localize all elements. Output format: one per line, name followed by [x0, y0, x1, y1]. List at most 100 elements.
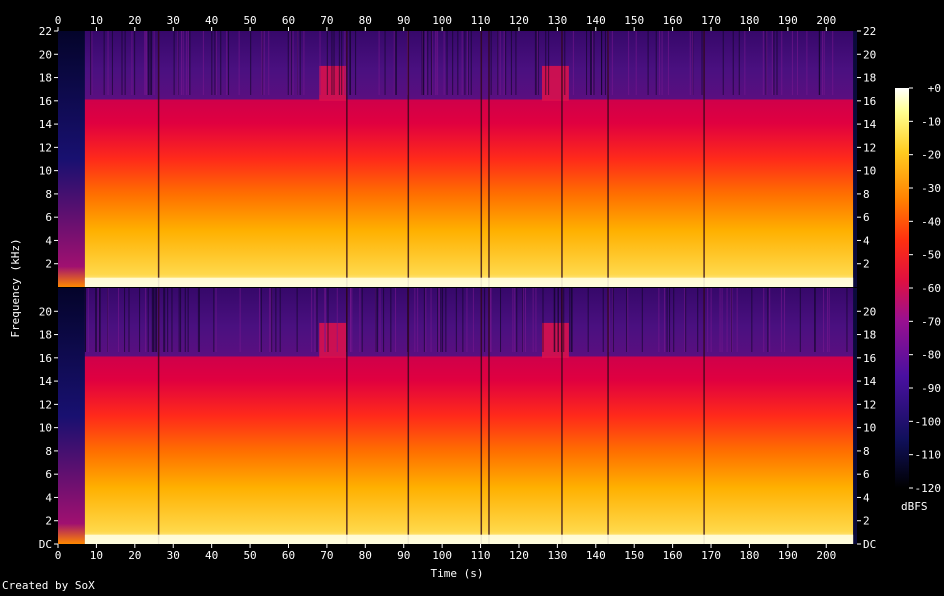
- spectral-streak: [215, 31, 217, 95]
- y-tick-label-right: 12: [863, 141, 876, 154]
- spectral-streak: [773, 31, 775, 95]
- spectral-streak: [215, 288, 217, 352]
- spectral-streak: [601, 31, 603, 95]
- x-tick-label-top: 130: [547, 14, 567, 27]
- spectral-streak: [228, 31, 230, 95]
- x-tick-label-bottom: 130: [547, 549, 567, 562]
- spectral-streak: [457, 31, 459, 95]
- spectral-streak: [124, 31, 126, 95]
- spectral-streak: [669, 288, 671, 352]
- dropout-line: [703, 288, 705, 544]
- content-band: [84, 288, 854, 544]
- spectral-streak: [173, 31, 175, 95]
- high-band-burst: [542, 322, 569, 358]
- y-tick-label-left: 6: [45, 468, 52, 481]
- spectral-streak: [628, 31, 630, 95]
- spectral-streak: [467, 31, 469, 95]
- spectral-streak: [145, 31, 147, 95]
- y-tick-label-left: 16: [39, 352, 52, 365]
- spectral-streak: [814, 288, 816, 352]
- spectral-streak: [148, 31, 150, 95]
- spectral-streak: [103, 31, 105, 95]
- spectral-streak: [536, 31, 538, 95]
- spectral-streak: [591, 31, 593, 95]
- y-tick-label-right: 20: [863, 305, 876, 318]
- spectral-streak: [324, 288, 326, 352]
- spectral-streak: [570, 288, 572, 352]
- spectral-streak: [499, 31, 501, 95]
- x-tick-label-top: 80: [359, 14, 372, 27]
- spectral-streak: [641, 288, 643, 352]
- spectral-streak: [771, 31, 773, 95]
- x-tick-label-top: 50: [243, 14, 256, 27]
- spectral-streak: [303, 31, 305, 95]
- x-tick-label-bottom: 110: [471, 549, 491, 562]
- spectral-streak: [197, 288, 199, 352]
- spectral-streak: [497, 31, 499, 95]
- spectral-streak: [664, 288, 666, 352]
- spectral-streak: [128, 288, 130, 352]
- spectral-streak: [626, 288, 628, 352]
- spectral-streak: [349, 31, 351, 95]
- spectral-streak: [522, 288, 524, 352]
- spectral-streak: [612, 288, 614, 352]
- spectral-streak: [510, 31, 512, 95]
- spectral-streak: [553, 288, 555, 352]
- spectral-streak: [299, 31, 301, 95]
- x-tick-label-bottom: 200: [816, 549, 836, 562]
- spectral-streak: [673, 288, 675, 352]
- spectral-streak: [563, 288, 565, 352]
- spectral-streak: [818, 31, 820, 95]
- y-tick-label-right: 20: [863, 48, 876, 61]
- spectral-streak: [375, 288, 377, 352]
- spectral-streak: [150, 31, 152, 95]
- spectral-streak: [515, 31, 517, 95]
- colorbar-tick-label: -110: [915, 449, 942, 462]
- dropout-line: [488, 31, 490, 287]
- x-tick-label-bottom: 80: [359, 549, 372, 562]
- spectral-streak: [722, 31, 724, 95]
- spectral-streak: [443, 31, 445, 95]
- spectral-streak: [505, 31, 507, 95]
- dropout-line: [157, 31, 160, 287]
- spectral-streak: [326, 31, 328, 95]
- outro-region: [853, 31, 857, 287]
- x-tick-label-top: 70: [320, 14, 333, 27]
- spectral-streak: [226, 31, 228, 95]
- spectral-streak: [564, 31, 566, 95]
- x-tick-label-bottom: 40: [205, 549, 218, 562]
- colorbar-tick-label: -100: [915, 415, 942, 428]
- outro-region: [853, 288, 857, 544]
- spectral-streak: [437, 288, 439, 352]
- spectral-streak: [730, 288, 732, 352]
- spectral-streak: [828, 288, 830, 352]
- spectral-streak: [361, 288, 363, 352]
- spectral-streak: [535, 288, 537, 352]
- y-tick-label-right: 12: [863, 398, 876, 411]
- spectral-streak: [189, 31, 191, 95]
- spectral-streak: [121, 31, 123, 95]
- y-tick-label-left: 8: [45, 188, 52, 201]
- spectral-streak: [394, 31, 396, 95]
- spectral-streak: [351, 288, 353, 352]
- spectral-streak: [378, 31, 380, 95]
- dropout-line: [607, 31, 609, 287]
- colorbar-tick-label: -30: [921, 182, 941, 195]
- credit-text: Created by SoX: [2, 579, 95, 592]
- spectral-streak: [213, 288, 215, 352]
- spectral-streak: [548, 31, 550, 95]
- spectral-streak: [689, 31, 691, 95]
- spectral-streak: [592, 31, 594, 95]
- spectral-streak: [647, 31, 649, 95]
- spectral-streak: [268, 31, 270, 95]
- x-tick-label-top: 40: [205, 14, 218, 27]
- spectral-streak: [611, 31, 613, 95]
- y-tick-label-left: 4: [45, 234, 52, 247]
- spectral-streak: [738, 31, 740, 95]
- colorbar-tick-label: +0: [928, 82, 941, 95]
- spectral-streak: [184, 288, 186, 352]
- spectral-streak: [198, 288, 200, 352]
- spectral-streak: [691, 31, 693, 95]
- spectral-streak: [163, 288, 165, 352]
